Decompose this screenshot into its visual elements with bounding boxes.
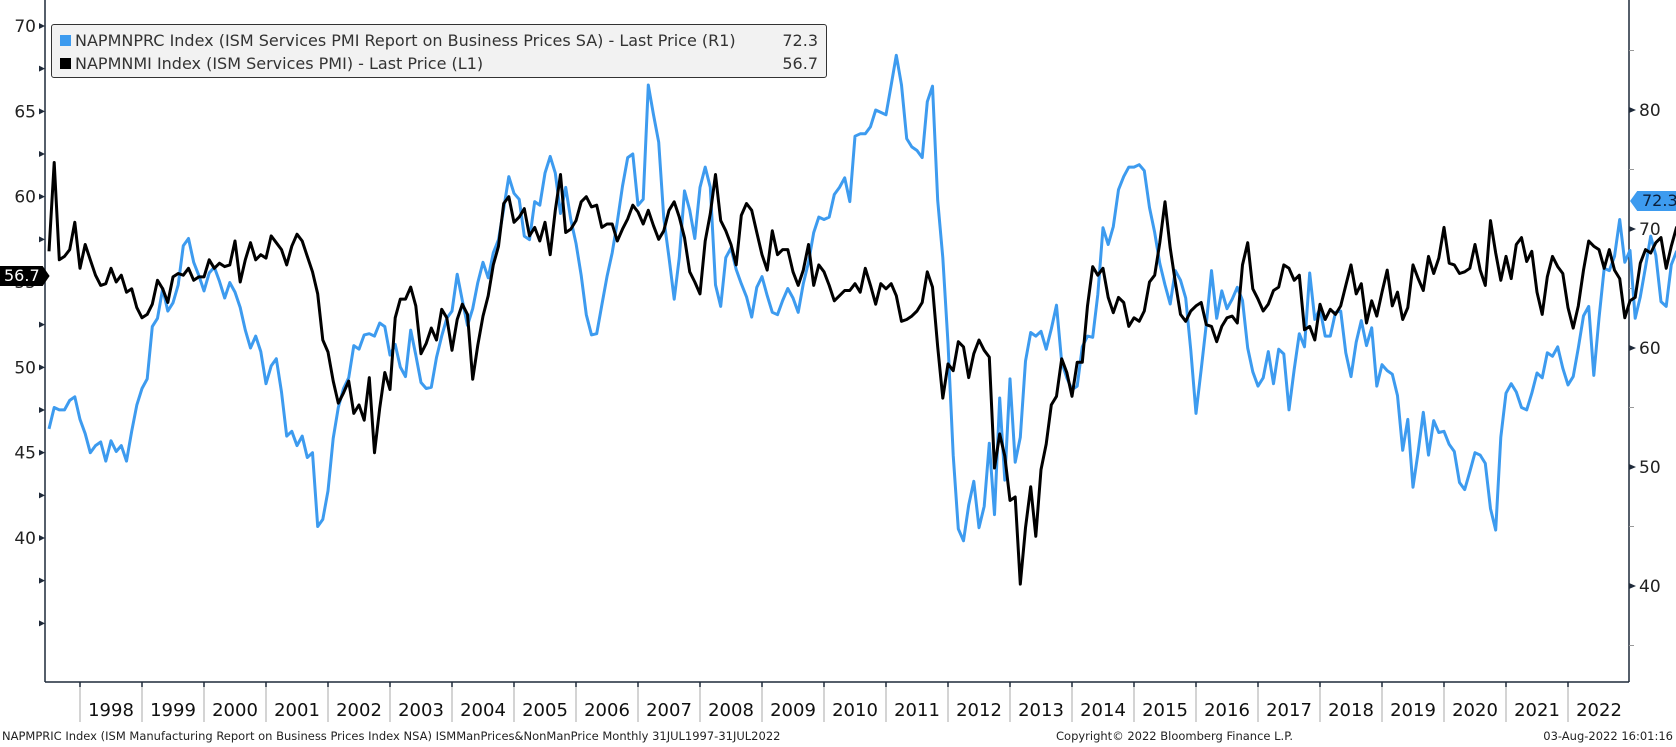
legend-swatch-black [60,57,71,69]
x-tick-label: 2011 [894,700,940,721]
left-tick-label: 70 [14,17,36,37]
right-tick-label: 40 [1639,577,1661,597]
x-tick-label: 2018 [1328,700,1374,721]
x-tick-label: 2021 [1514,700,1560,721]
left-minor-tick [39,407,45,413]
right-major-tick [1629,107,1636,113]
x-tick-label: 2020 [1452,700,1498,721]
left-minor-tick [39,151,45,157]
legend-item-pmi[interactable]: NAPMNMI Index (ISM Services PMI) - Last … [60,52,818,74]
x-tick-label: 2005 [522,700,568,721]
x-tick-label: 2001 [274,700,320,721]
plot-lines [47,53,1676,586]
x-axis: 1998 1999 2000 2001 2002 2003 2004 2005 2006 2007… [79,682,1622,722]
x-tick-label: 2016 [1204,700,1250,721]
series-line-services-prices [47,53,1676,543]
left-tick-label: 45 [14,444,36,464]
left-tick-label: 40 [14,529,36,549]
left-major-tick [39,108,45,115]
right-tick-label: 80 [1639,101,1661,121]
left-tick-label: 65 [14,102,36,122]
left-major-tick [39,364,45,371]
x-tick-label: 2017 [1266,700,1312,721]
right-major-tick [1629,226,1636,232]
right-tick-label: 60 [1639,339,1661,359]
x-tick-label: 2019 [1390,700,1436,721]
left-tick-label: 50 [14,358,36,378]
right-major-tick [1629,345,1636,351]
footer-copyright: Copyright© 2022 Bloomberg Finance L.P. [1056,729,1293,743]
left-major-tick [39,449,45,456]
left-minor-tick [39,492,45,499]
x-tick-label: 2012 [956,700,1002,721]
footer-description: NAPMPRIC Index (ISM Manufacturing Report… [2,729,781,743]
legend-value: 72.3 [782,30,818,50]
x-tick-label: 1998 [88,700,134,721]
series-line-services-pmi [47,161,1676,586]
left-tick-label: 60 [14,188,36,208]
x-tick-label: 2007 [646,700,692,721]
right-major-tick [1629,583,1636,589]
x-tick-label: 2014 [1080,700,1126,721]
x-tick-label: 2004 [460,700,506,721]
left-major-tick [39,193,45,200]
left-minor-tick [39,577,45,584]
right-tick-label: 50 [1639,458,1661,478]
left-axis: 40455055606570 [14,17,45,627]
left-minor-tick [39,65,45,72]
left-major-tick [39,620,45,627]
legend-item-prices[interactable]: NAPMNPRC Index (ISM Services PMI Report … [60,29,818,51]
legend-label: NAPMNPRC Index (ISM Services PMI Report … [75,30,736,50]
right-tick-label: 70 [1639,220,1661,240]
left-major-tick [39,23,45,29]
legend-label: NAPMNMI Index (ISM Services PMI) - Last … [75,53,484,73]
x-tick-label: 2008 [708,700,754,721]
x-tick-label: 2003 [398,700,444,721]
axes [44,0,1630,683]
x-tick-label: 2009 [770,700,816,721]
x-tick-label: 2010 [832,700,878,721]
x-tick-label: 2006 [584,700,630,721]
x-tick-label: 2002 [336,700,382,721]
right-major-tick [1629,464,1636,470]
x-tick-label: 1999 [150,700,196,721]
x-tick-label: 2015 [1142,700,1188,721]
legend: NAPMNPRC Index (ISM Services PMI Report … [51,24,827,78]
left-minor-tick [39,236,45,243]
left-major-tick [39,535,45,541]
right-axis: 40 50 60 70 80 [1629,50,1661,646]
footer-timestamp: 03-Aug-2022 16:01:16 [1543,729,1673,743]
x-tick-label: 2013 [1018,700,1064,721]
last-value-badge-left: 56.7 [0,266,50,286]
last-value-badge-right: 72.3 [1630,191,1676,211]
left-minor-tick [39,321,45,328]
legend-value: 56.7 [782,53,818,73]
x-tick-label: 2000 [212,700,258,721]
x-tick-label: 2022 [1576,700,1622,721]
legend-swatch-blue [60,34,71,46]
